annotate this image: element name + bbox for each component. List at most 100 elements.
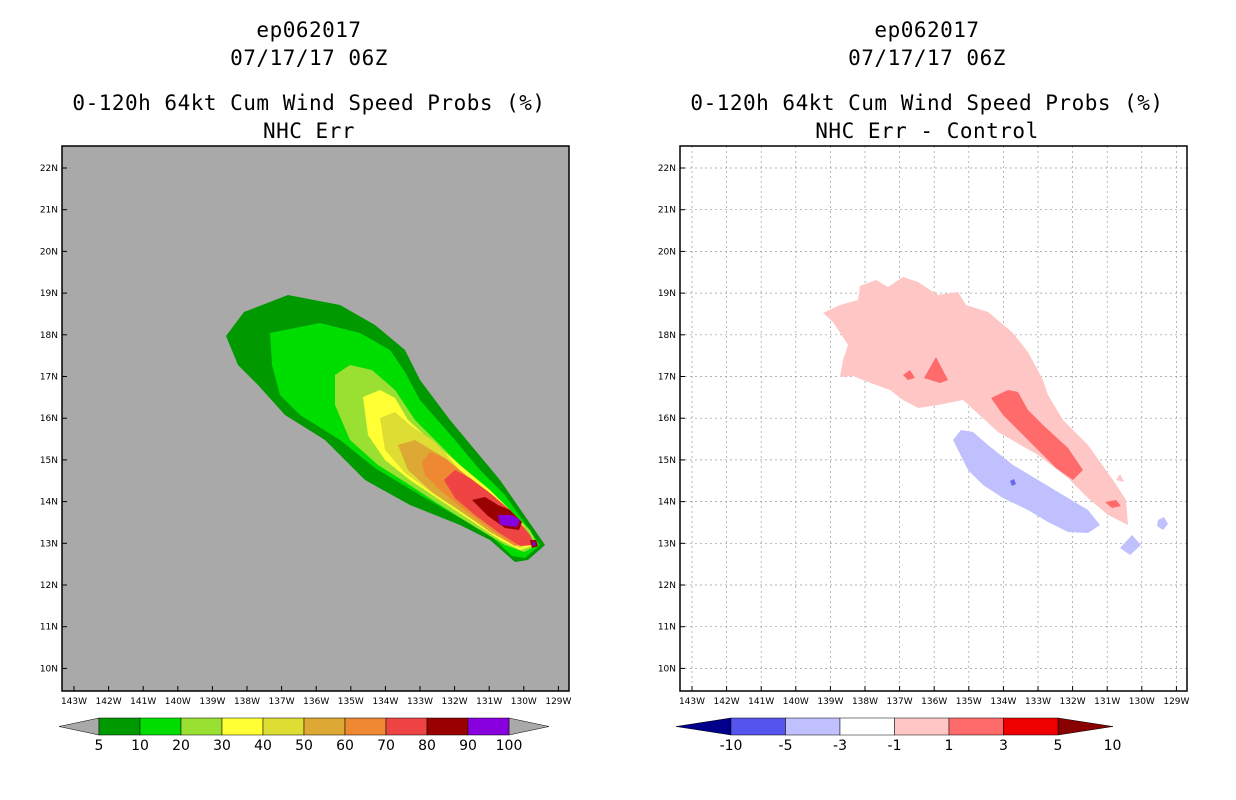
lat-label: 16N [40,414,58,424]
product-title: 0-120h 64kt Cum Wind Speed Probs (%) [690,91,1164,115]
colorbar-label: 1 [945,738,954,754]
colorbar: -10 -5 -3 -1 1 3 5 10 [675,717,1122,754]
lon-label: 132W [442,697,468,707]
lat-label: 10N [40,664,58,674]
colorbar-arrow-left [675,717,732,736]
lon-label: 131W [476,697,502,707]
lon-label: 133W [407,697,433,707]
lat-label: 21N [658,206,676,216]
probability-contours [226,295,545,562]
map-axes: 22N 21N 20N 19N 18N 17N 16N 15N 14N 13N 12N 11N 10N 1… [658,164,1190,707]
colorbar: 5 10 20 30 40 50 60 70 80 90 100 [58,717,550,754]
lon-label: 130W [511,697,537,707]
map-background [680,146,1187,691]
contour-plus-1-small [1116,474,1124,482]
panel-subtitle: NHC Err - Control [815,119,1039,143]
lon-label: 130W [1129,697,1155,707]
contour-plus-3-tiny [903,370,915,380]
colorbar-segment [467,717,510,736]
right-panel: ep062017 07/17/17 06Z 0-120h 64kt Cum Wi… [618,0,1236,800]
colorbar-segment [98,717,141,736]
lon-label: 135W [956,697,982,707]
panel-subtitle: NHC Err [262,119,355,143]
lat-label: 20N [658,247,676,257]
colorbar-label: 5 [95,738,104,754]
lat-label: 11N [658,623,676,633]
colorbar-segment [1003,717,1059,736]
colorbar-segment [385,717,428,736]
colorbar-segment [344,717,387,736]
colorbar-arrow-right [508,717,550,736]
colorbar-segment [948,717,1004,736]
colorbar-segment [426,717,469,736]
lat-label: 22N [40,164,58,174]
colorbar-label: 20 [172,738,190,754]
colorbar-label: 80 [418,738,436,754]
lat-label: 21N [40,206,58,216]
lat-label: 12N [40,581,58,591]
lat-label: 15N [658,456,676,466]
lon-label: 142W [96,697,122,707]
lon-label: 131W [1094,697,1120,707]
colorbar-segment [730,717,786,736]
colorbar-label: 50 [295,738,313,754]
contour-plus-3 [991,390,1083,480]
storm-id: ep062017 [874,18,980,42]
contour-plus-3-edge [1105,500,1121,508]
colorbar-label: 100 [496,738,523,754]
colorbar-label: 3 [999,738,1008,754]
lat-label: 19N [40,289,58,299]
lon-label: 140W [783,697,809,707]
contour-plus-3-small [924,357,948,383]
map-gridlines [680,146,1187,691]
lon-label: 136W [303,697,329,707]
lon-label: 141W [748,697,774,707]
lon-label: 135W [338,697,364,707]
lon-label: 142W [714,697,740,707]
colorbar-segment [303,717,346,736]
datetime: 07/17/17 06Z [230,46,388,70]
lat-label: 15N [40,456,58,466]
contour-minus-1-dot [1157,517,1168,530]
lon-label: 129W [545,697,571,707]
lon-label: 134W [372,697,398,707]
colorbar-segment [262,717,305,736]
lat-label: 18N [658,331,676,341]
colorbar-segment [221,717,264,736]
lat-label: 13N [658,539,676,549]
product-title: 0-120h 64kt Cum Wind Speed Probs (%) [72,91,546,115]
colorbar-label: 60 [336,738,354,754]
colorbar-label: 5 [1054,738,1063,754]
colorbar-label: -1 [888,738,902,754]
lat-label: 13N [40,539,58,549]
lat-label: 10N [658,664,676,674]
lon-label: 141W [130,697,156,707]
lon-label: 137W [887,697,913,707]
lon-label: 129W [1163,697,1189,707]
datetime: 07/17/17 06Z [848,46,1006,70]
colorbar-segment [894,717,950,736]
storm-id: ep062017 [256,18,362,42]
difference-contours [823,277,1168,555]
colorbar-label: 10 [131,738,149,754]
lat-label: 14N [658,498,676,508]
lat-label: 14N [40,498,58,508]
lon-label: 137W [269,697,295,707]
difference-map: 22N 21N 20N 19N 18N 17N 16N 15N 14N 13N 12N 11N 10N 1… [658,145,1190,754]
contour-minus-3-dot [1010,479,1016,486]
colorbar-label: 30 [213,738,231,754]
colorbar-segment [139,717,182,736]
lat-label: 18N [40,331,58,341]
lon-label: 132W [1060,697,1086,707]
lon-label: 138W [234,697,260,707]
colorbar-label: 40 [254,738,272,754]
colorbar-label: -5 [779,738,793,754]
lon-label: 139W [199,697,225,707]
lon-label: 134W [990,697,1016,707]
contour-90 [498,515,520,527]
lon-label: 133W [1025,697,1051,707]
colorbar-label: 10 [1104,738,1122,754]
lat-label: 11N [40,623,58,633]
contour-minus-1 [953,430,1100,533]
colorbar-arrow-right [1057,717,1114,736]
